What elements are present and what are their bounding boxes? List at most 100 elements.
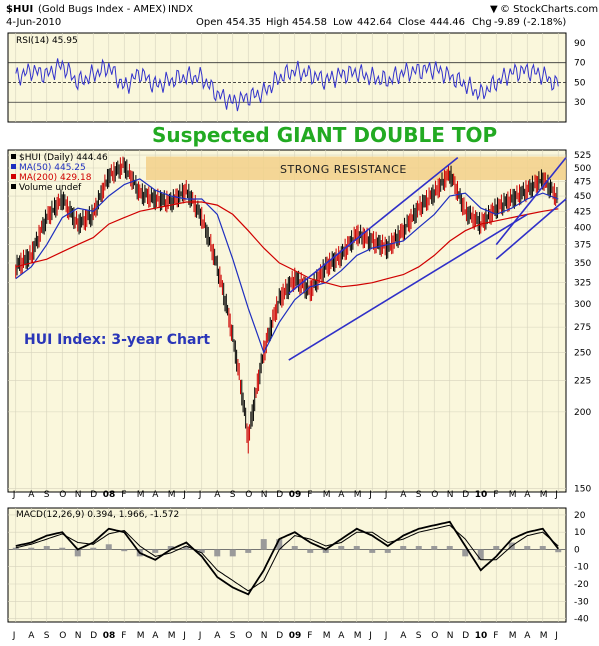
signal-line [15,524,559,592]
macd-x-tick-label: 08 [103,631,116,641]
macd-x-tick-label: N [447,631,454,641]
price-x-tick-label: J [368,490,372,500]
price-tick-label: 300 [574,300,591,310]
macd-histogram-bar [12,547,19,550]
subtitle-annotation: HUI Index: 3-year Chart [24,332,210,348]
macd-x-tick-label: S [44,631,50,641]
date-label: 4-Jun-2010 [6,17,61,28]
macd-x-tick-label: F [121,631,126,641]
macd-line [15,520,560,596]
macd-x-tick-label: J [182,631,186,641]
macd-tick-label: -20 [574,580,589,590]
macd-histogram-bar [229,549,236,557]
price-x-tick-label: N [447,490,454,500]
macd-histogram-bar [384,549,391,553]
macd-x-tick-label: A [400,631,407,641]
price-x-tick-label: A [214,490,221,500]
macd-histogram-bar [276,539,283,550]
price-x-tick-label: A [152,490,159,500]
price-x-tick-label: S [230,490,236,500]
legend-swatch [11,174,16,179]
price-x-tick-label: N [261,490,268,500]
price-x-tick-label: O [59,490,66,500]
macd-x-tick-label: N [75,631,82,641]
macd-x-tick-label: O [59,631,66,641]
macd-histogram-bar [214,549,221,557]
macd-x-tick-label: A [524,631,531,641]
macd-histogram-bar [415,546,422,550]
macd-x-tick-label: M [354,631,362,641]
price-x-tick-label: D [276,490,283,500]
macd-histogram-bar [338,546,345,550]
macd-histogram-bar [353,546,360,550]
price-x-tick-label: A [338,490,345,500]
legend-swatch [11,164,16,169]
trend-channel-line [288,213,528,361]
rsi-panel [7,32,567,123]
macd-panel [7,507,567,623]
macd-x-tick-label: O [245,631,252,641]
macd-x-tick-label: M [509,631,517,641]
ma200-line [15,201,559,288]
macd-histogram-bar [121,549,128,552]
price-x-tick-label: 08 [103,490,116,500]
macd-x-tick-label: D [462,631,469,641]
price-tick-label: 450 [574,192,591,202]
macd-tick-label: 20 [574,511,586,521]
macd-x-tick-label: 10 [475,631,488,641]
macd-histogram-bar [446,546,453,550]
macd-histogram-bar [477,549,484,560]
price-x-tick-label: A [400,490,407,500]
price-x-tick-label: J [384,490,388,500]
price-x-tick-label: D [462,490,469,500]
price-x-tick-label: N [75,490,82,500]
macd-histogram-bar [198,549,205,553]
resistance-annotation: STRONG RESISTANCE [280,163,407,176]
price-x-tick-label: J [554,490,558,500]
chg-value: -9.89 (-2.18%) [494,17,566,28]
price-x-tick-label: M [354,490,362,500]
macd-tick-label: 10 [574,528,586,538]
macd-tick-label: -40 [574,615,589,625]
macd-histogram-bar [59,547,66,550]
low-label: Low [333,17,353,28]
macd-tick-label: -10 [574,563,589,573]
macd-histogram-bar [291,546,298,550]
exchange-label: INDX [168,4,193,15]
open-label: Open [196,17,223,28]
legend-entry: MA(200) 429.18 [19,173,92,183]
low-value: 442.64 [357,17,392,28]
rsi-tick-label: 50 [574,78,586,88]
macd-histogram-bar [183,546,190,550]
macd-histogram-bar [322,549,329,553]
price-x-tick-label: S [416,490,422,500]
trend-channel-line [495,157,567,246]
price-tick-label: 425 [574,207,591,217]
macd-tick-label: -30 [574,597,589,607]
close-label: Close [398,17,425,28]
macd-histogram-bar [431,546,438,550]
price-tick-label: 375 [574,241,591,251]
macd-x-tick-label: F [493,631,498,641]
price-tick-label: 275 [574,323,591,333]
legend-entry: Volume undef [19,183,82,193]
macd-x-tick-label: A [338,631,345,641]
price-tick-label: 525 [574,151,591,161]
macd-histogram-bar [539,546,546,550]
high-value: 454.58 [292,17,327,28]
copyright-label: © StockCharts.com [500,4,598,15]
price-tick-label: 150 [574,484,591,494]
macd-x-tick-label: M [323,631,331,641]
close-value: 444.46 [430,17,465,28]
price-tick-label: 350 [574,259,591,269]
macd-tick-label: 0 [574,545,580,555]
macd-x-tick-label: M [168,631,176,641]
open-value: 454.35 [226,17,261,28]
macd-histogram-bar [555,549,562,553]
price-tick-label: 325 [574,279,591,289]
macd-x-tick-label: S [416,631,422,641]
trend-channel-line [495,198,567,260]
